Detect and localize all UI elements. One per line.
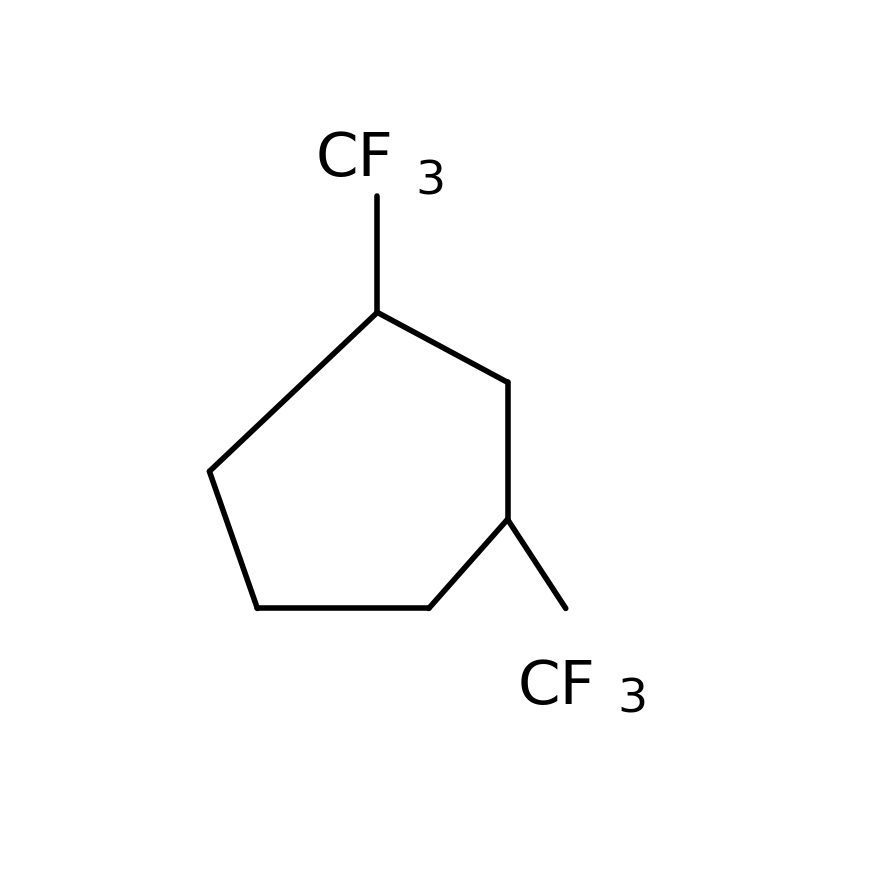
Text: 3: 3: [617, 677, 647, 723]
Text: CF: CF: [518, 659, 595, 717]
Text: CF: CF: [316, 130, 393, 189]
Text: 3: 3: [415, 159, 445, 204]
